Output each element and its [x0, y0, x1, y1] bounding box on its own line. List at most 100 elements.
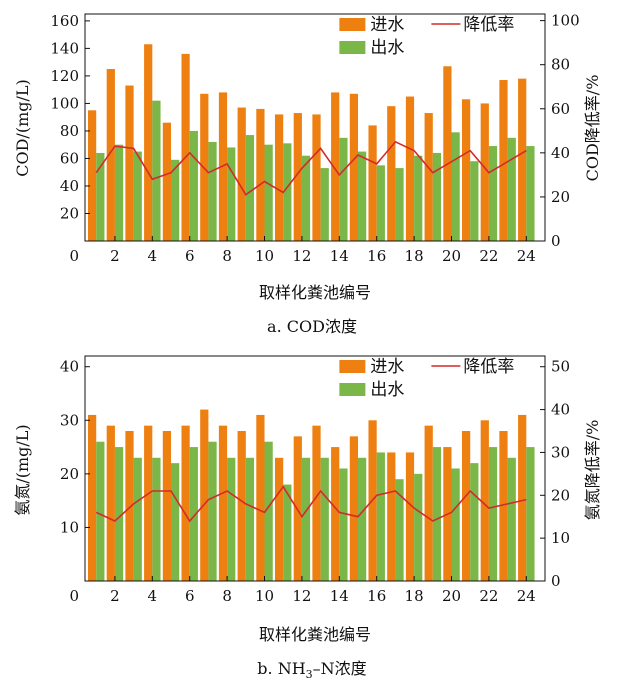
bar-effluent	[451, 468, 460, 581]
bar-effluent	[133, 151, 142, 241]
bar-effluent	[432, 447, 442, 581]
y-tick-label-left: 30	[60, 411, 79, 429]
bar-effluent	[189, 447, 198, 581]
bar-influent	[499, 80, 508, 241]
y-tick-label-right: 0	[551, 232, 561, 250]
bar-influent	[200, 409, 209, 581]
y-tick-label-right: 0	[551, 572, 561, 590]
y-tick-label-right: 30	[551, 443, 570, 461]
bar-effluent	[227, 147, 236, 241]
y-tick-label-left: 80	[60, 122, 79, 140]
bar-effluent	[189, 130, 198, 241]
bar-effluent	[488, 447, 498, 581]
bar-influent	[181, 53, 190, 241]
bar-influent	[162, 122, 172, 241]
bar-effluent	[171, 159, 180, 241]
bar-influent	[331, 447, 340, 581]
bar-effluent	[96, 441, 105, 581]
bar-effluent	[301, 155, 311, 241]
bar-influent	[349, 93, 359, 241]
x-tick-label: 4	[148, 587, 158, 605]
x-tick-label: 24	[517, 247, 536, 265]
bar-influent	[443, 66, 452, 242]
line-group	[95, 140, 527, 196]
legend-label-influent: 进水	[370, 15, 404, 35]
bar-influent	[331, 92, 340, 241]
x-tick-label: 14	[330, 247, 349, 265]
legend-label-rate: 降低率	[463, 357, 514, 377]
bar-effluent	[152, 100, 161, 241]
caption-subscript: 3	[306, 668, 313, 681]
bar-influent	[125, 85, 134, 241]
bar-effluent	[414, 155, 423, 241]
y-tick-label-left: 100	[50, 94, 79, 112]
bar-influent	[274, 114, 284, 241]
bar-effluent	[395, 168, 404, 241]
y-tick-label-right: 40	[551, 144, 570, 162]
y-axis-label-left: COD/(mg/L)	[13, 79, 32, 177]
panel-caption: b. NH3–N浓度	[257, 659, 366, 681]
bar-influent	[461, 99, 471, 241]
bar-effluent	[114, 144, 124, 241]
bar-influent	[424, 425, 433, 581]
bar-influent	[387, 452, 396, 581]
bar-effluent	[339, 137, 348, 241]
y-tick-label-left: 20	[60, 465, 79, 483]
bar-influent	[106, 425, 115, 581]
x-tick-label: 4	[148, 247, 158, 265]
bar-influent	[218, 425, 228, 581]
line-group	[95, 485, 527, 523]
bar-influent	[405, 452, 415, 581]
x-tick-label: 24	[517, 587, 536, 605]
bar-influent	[405, 96, 415, 241]
bar-influent	[144, 425, 153, 581]
bar-influent	[144, 44, 153, 242]
legend-swatch-effluent	[339, 383, 366, 396]
x-tick-label: 16	[367, 247, 386, 265]
x-tick-label: 18	[405, 247, 424, 265]
bar-influent	[237, 431, 246, 581]
bar-influent	[87, 414, 97, 581]
y-axis-label-left: 氨氮/(mg/L)	[13, 424, 32, 515]
bar-effluent	[526, 447, 535, 581]
legend-label-rate: 降低率	[463, 15, 514, 35]
bar-effluent	[507, 457, 516, 581]
y-tick-label-left: 10	[60, 518, 79, 536]
bar-effluent	[451, 132, 460, 241]
y-tick-label-left: 140	[50, 39, 79, 57]
y-tick-label-left: 160	[50, 12, 79, 30]
x-tick-label: 6	[185, 247, 195, 265]
bar-effluent	[208, 141, 217, 241]
legend-swatch-effluent	[339, 41, 366, 54]
bar-effluent	[227, 457, 236, 581]
x-tick-label: 16	[367, 587, 386, 605]
bar-effluent	[301, 457, 311, 581]
x-tick-label: 22	[479, 587, 498, 605]
bar-effluent	[245, 457, 255, 581]
axes-box	[84, 13, 546, 242]
legend-label-influent: 进水	[370, 357, 404, 377]
y-axis-label-right: 氨氮降低率/%	[583, 420, 602, 521]
bar-effluent	[339, 468, 348, 581]
y-tick-label-left: 40	[60, 177, 79, 195]
bar-influent	[256, 108, 265, 241]
y-axis-label-right: COD降低率/%	[583, 75, 602, 182]
legend-label-effluent: 出水	[370, 38, 404, 58]
bar-effluent	[320, 457, 329, 581]
bar-effluent	[283, 484, 292, 581]
reduction-rate-line	[95, 485, 527, 523]
bar-influent	[368, 125, 377, 241]
y-tick-label-right: 100	[551, 12, 580, 30]
bar-influent	[424, 113, 433, 241]
caption-part-2: –N浓度	[313, 659, 367, 678]
y-tick-label-right: 60	[551, 100, 570, 118]
bar-effluent	[526, 146, 535, 241]
bar-influent	[125, 431, 134, 581]
x-tick-label: 20	[442, 247, 461, 265]
x-tick-label: 0	[69, 247, 79, 265]
bar-influent	[162, 431, 172, 581]
